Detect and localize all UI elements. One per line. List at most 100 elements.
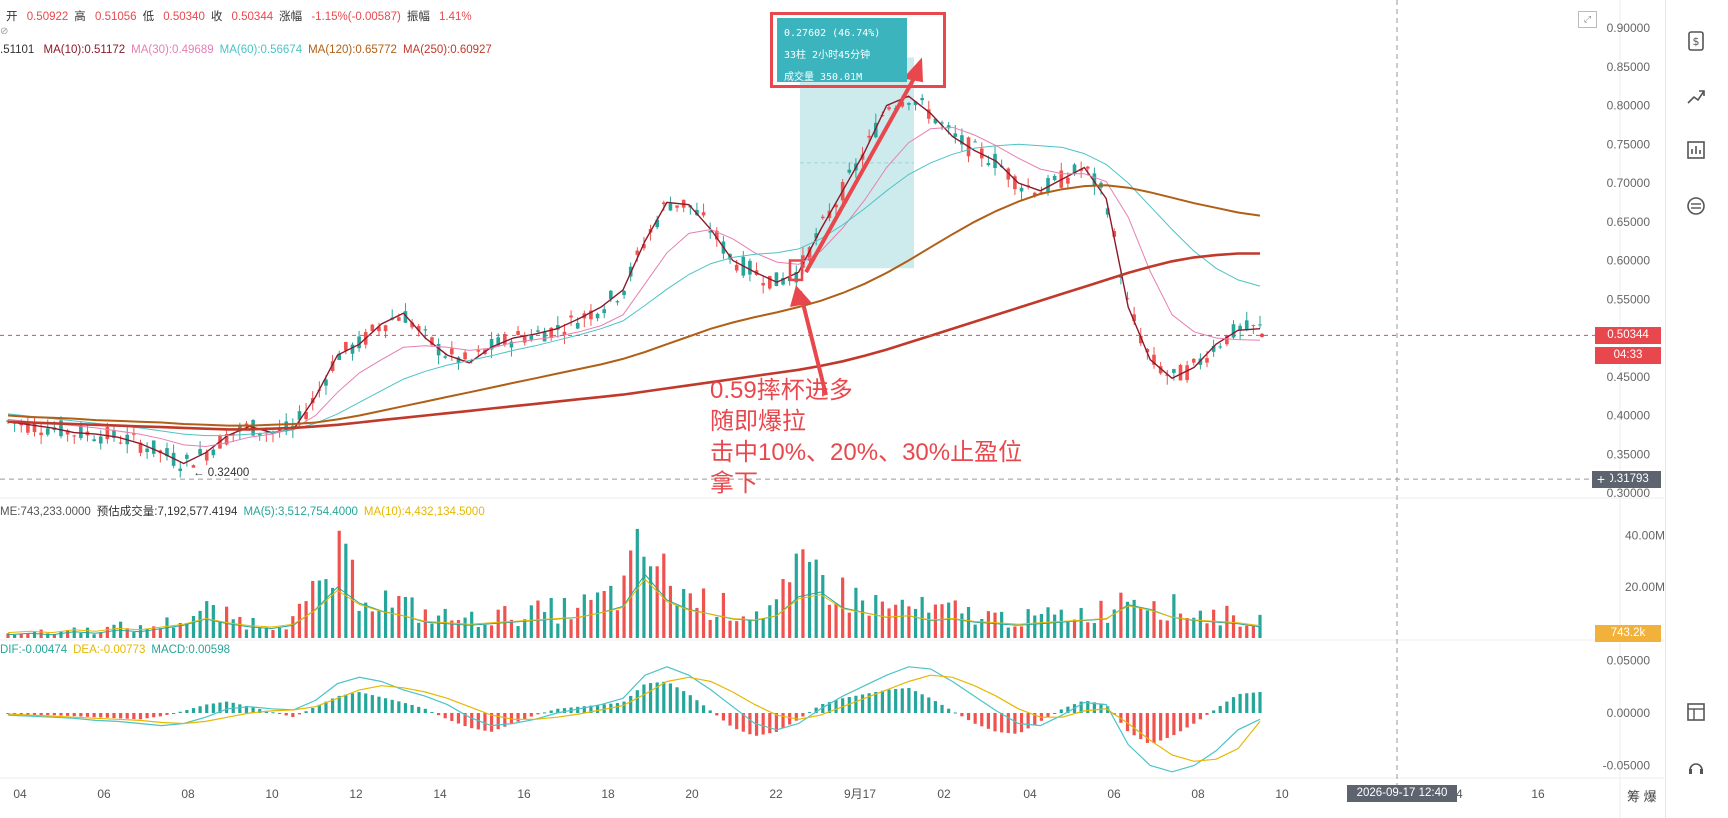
macd-bar bbox=[993, 713, 997, 732]
price-tick-label: 0.80000 bbox=[1607, 99, 1651, 113]
macd-bar bbox=[72, 713, 76, 717]
candle-body bbox=[1019, 187, 1024, 192]
macd-bar bbox=[125, 713, 129, 719]
candle-body bbox=[430, 337, 434, 345]
macd-bar bbox=[1152, 713, 1156, 744]
candle-body bbox=[165, 448, 169, 457]
volume-bar bbox=[880, 601, 885, 638]
candle-body bbox=[211, 449, 216, 456]
current-volume-label: 743.2k bbox=[1595, 625, 1661, 642]
candle-body bbox=[231, 433, 236, 435]
collapse-icon[interactable]: ⊘ bbox=[0, 26, 9, 37]
ohlc-value: 1.41% bbox=[439, 11, 472, 23]
measure-volume: 成交量 350.01M bbox=[784, 72, 863, 83]
indicator-icon[interactable] bbox=[1684, 140, 1708, 164]
bottom-right-tools[interactable]: 筹 爆 bbox=[1627, 789, 1657, 804]
volume-bar bbox=[920, 596, 924, 638]
macd-bar bbox=[642, 684, 646, 713]
macd-bar bbox=[152, 713, 156, 718]
volume-bar bbox=[754, 611, 759, 638]
macd-bar bbox=[1159, 713, 1163, 741]
volume-bar bbox=[383, 590, 388, 638]
time-tick-label: 10 bbox=[1275, 787, 1289, 801]
macd-bar bbox=[602, 704, 606, 713]
candle-body bbox=[847, 169, 852, 173]
candle-body bbox=[887, 107, 891, 110]
candle-body bbox=[489, 338, 494, 350]
candle-body bbox=[820, 216, 825, 219]
macd-bar bbox=[1218, 706, 1222, 713]
volume-bar bbox=[536, 600, 540, 638]
volume-bar bbox=[19, 633, 23, 638]
macd-bar bbox=[277, 713, 282, 714]
ohlc-value: 0.50340 bbox=[163, 11, 205, 23]
cursor-plus-icon[interactable]: + bbox=[1592, 471, 1610, 488]
candle-body bbox=[873, 122, 878, 138]
candle-body bbox=[622, 290, 626, 296]
volume-bar bbox=[99, 632, 103, 638]
candle-body bbox=[244, 423, 249, 425]
macd-bar bbox=[489, 713, 494, 732]
macd-bar bbox=[284, 713, 288, 716]
candle-body bbox=[118, 442, 123, 444]
volume-bar bbox=[721, 592, 726, 638]
macd-bar bbox=[1185, 713, 1189, 728]
macd-bar bbox=[145, 713, 149, 719]
candle-body bbox=[973, 141, 977, 143]
macd-bar bbox=[271, 712, 275, 714]
ma-header: .51101 MA(10):0.51172 MA(30):0.49689 MA(60… bbox=[0, 44, 498, 56]
time-tick-label: 08 bbox=[1191, 787, 1205, 801]
macd-bar bbox=[595, 704, 600, 713]
macd-bar bbox=[291, 713, 295, 718]
macd-bar bbox=[430, 711, 434, 713]
macd-bar bbox=[933, 701, 938, 713]
candle-body bbox=[569, 315, 573, 318]
candle-body bbox=[946, 125, 951, 129]
macd-bar bbox=[158, 713, 162, 717]
cursor-time-label: 2026-09-17 12:40 bbox=[1347, 785, 1457, 802]
macd-bar bbox=[960, 713, 964, 717]
ohlc-header: 开 0.50922 高 0.51056 低 0.50340 收 0.50344 涨幅 -… bbox=[6, 8, 478, 24]
volume-bar bbox=[648, 566, 653, 638]
macd-bar bbox=[728, 713, 732, 726]
macd-bar bbox=[344, 694, 348, 713]
volume-bar bbox=[1205, 623, 1209, 638]
candle-body bbox=[324, 379, 328, 386]
macd-bar bbox=[397, 701, 401, 713]
ohlc-value: 0.50344 bbox=[231, 11, 274, 23]
volume-bar bbox=[615, 610, 620, 638]
volume-bar bbox=[980, 619, 984, 638]
volume-bar bbox=[32, 631, 37, 638]
volume-bar bbox=[158, 628, 162, 638]
macd-bar bbox=[867, 693, 871, 713]
volume-bar bbox=[933, 604, 938, 638]
fullscreen-icon[interactable]: ⤢ bbox=[1578, 11, 1597, 28]
candle-body bbox=[860, 154, 865, 160]
volume-bar bbox=[827, 604, 832, 638]
macd-tick-label: 0.00000 bbox=[1607, 706, 1651, 720]
macd-bar bbox=[735, 713, 739, 730]
candle-body bbox=[1158, 366, 1163, 374]
time-tick-label: 06 bbox=[97, 787, 111, 801]
headset-icon[interactable] bbox=[1684, 758, 1708, 782]
candle-body bbox=[761, 283, 765, 286]
candle-body bbox=[708, 230, 712, 233]
time-tick-label: 10 bbox=[265, 787, 279, 801]
macd-bar bbox=[913, 691, 918, 713]
dollar-icon[interactable]: $ bbox=[1684, 30, 1708, 54]
candle-body bbox=[476, 350, 481, 352]
swap-icon[interactable] bbox=[1684, 196, 1708, 220]
macd-bar bbox=[178, 711, 182, 713]
macd-bar bbox=[801, 713, 805, 717]
layout-icon[interactable] bbox=[1684, 702, 1708, 726]
trend-icon[interactable] bbox=[1684, 86, 1708, 110]
candle-body bbox=[284, 421, 289, 432]
candle-body bbox=[900, 101, 905, 107]
macd-bar bbox=[350, 693, 355, 713]
ohlc-value: 0.51056 bbox=[94, 11, 137, 23]
volume-bar bbox=[489, 625, 494, 638]
ma-legend: MA(10):0.51172 bbox=[43, 44, 126, 56]
volume-bar bbox=[1178, 613, 1183, 638]
macd-bar bbox=[436, 713, 441, 716]
